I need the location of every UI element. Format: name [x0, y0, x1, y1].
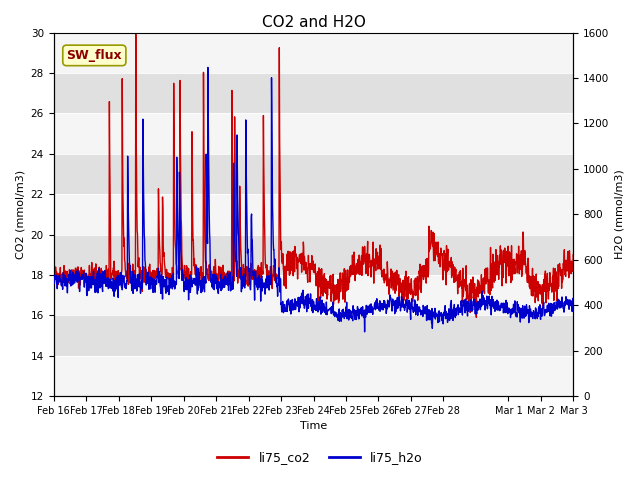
Bar	[54, 235, 573, 275]
X-axis label: Time: Time	[300, 421, 327, 432]
Bar	[54, 73, 573, 113]
Bar	[54, 33, 573, 73]
Bar	[54, 315, 573, 356]
Bar	[54, 275, 573, 315]
Legend: li75_co2, li75_h2o: li75_co2, li75_h2o	[212, 446, 428, 469]
Bar	[54, 154, 573, 194]
Bar	[54, 194, 573, 235]
Y-axis label: CO2 (mmol/m3): CO2 (mmol/m3)	[15, 170, 25, 259]
Text: SW_flux: SW_flux	[67, 49, 122, 62]
Bar	[54, 356, 573, 396]
Y-axis label: H2O (mmol/m3): H2O (mmol/m3)	[615, 169, 625, 259]
Bar	[54, 113, 573, 154]
Title: CO2 and H2O: CO2 and H2O	[262, 15, 365, 30]
